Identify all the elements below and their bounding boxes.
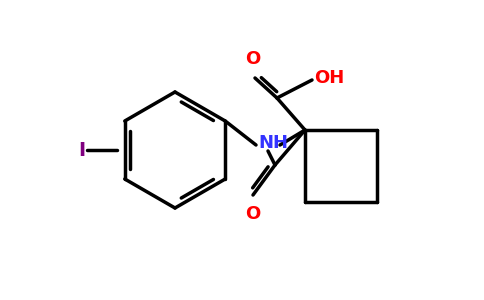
Text: OH: OH [314, 69, 344, 87]
Text: NH: NH [258, 134, 288, 152]
Text: O: O [245, 205, 260, 223]
Text: I: I [78, 140, 85, 160]
Text: O: O [245, 50, 260, 68]
